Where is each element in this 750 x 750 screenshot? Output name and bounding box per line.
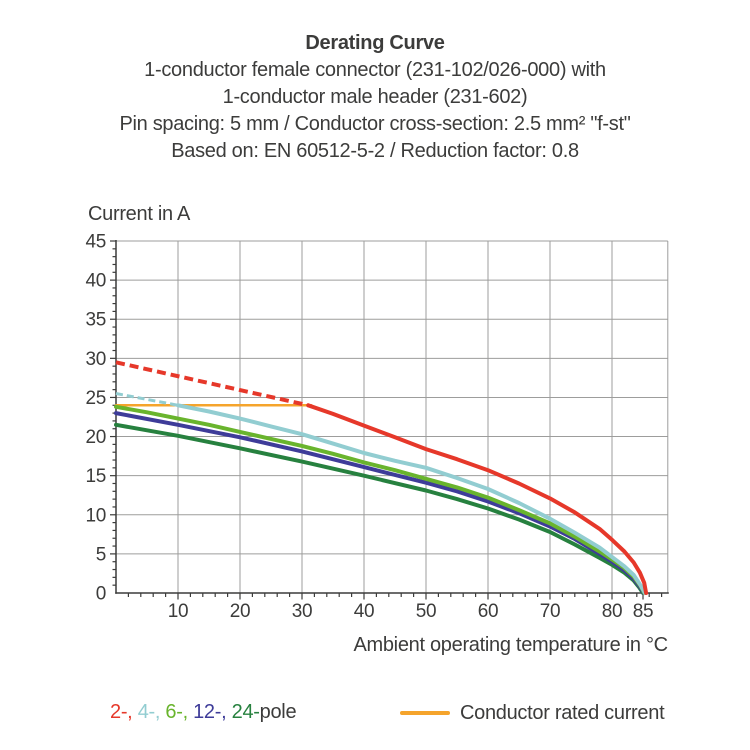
- rated-current-line-swatch: [400, 711, 450, 715]
- axes: [115, 240, 669, 594]
- series-6-pole: [114, 404, 647, 595]
- svg-text:10: 10: [85, 505, 106, 526]
- series-24-pole: [114, 422, 645, 595]
- svg-text:70: 70: [540, 601, 561, 622]
- svg-text:5: 5: [96, 544, 106, 565]
- svg-text:30: 30: [292, 601, 313, 622]
- chart-subtitle-line-2: 1-conductor male header (231-602): [222, 86, 528, 108]
- chart-subtitle-line-4: Based on: EN 60512-5-2 / Reduction facto…: [171, 140, 579, 162]
- svg-text:45: 45: [85, 232, 106, 253]
- svg-text:35: 35: [85, 310, 106, 331]
- chart-subtitle-line-3: Pin spacing: 5 mm / Conductor cross-sect…: [119, 113, 631, 135]
- svg-text:60: 60: [478, 601, 499, 622]
- pole-legend-part-2: 4-,: [137, 701, 166, 723]
- svg-text:50: 50: [416, 601, 437, 622]
- pole-legend-part-6: pole: [259, 701, 297, 723]
- svg-text:40: 40: [85, 271, 106, 292]
- series-2-pole: [306, 403, 649, 595]
- svg-text:40: 40: [354, 601, 375, 622]
- svg-text:20: 20: [85, 427, 106, 448]
- axis-ticks: [110, 240, 663, 600]
- rated-current-legend: Conductor rated current: [400, 699, 665, 727]
- legend: 2-, 4-, 6-, 12-, 24-pole Conductor rated…: [0, 699, 750, 727]
- x-axis-title: Ambient operating temperature in °C: [353, 634, 667, 656]
- pole-legend-part-3: 6-,: [165, 701, 194, 723]
- chart-header: Derating Curve 1-conductor female connec…: [0, 30, 750, 165]
- pole-count-legend: 2-, 4-, 6-, 12-, 24-pole: [110, 701, 297, 724]
- pole-legend-part-5: 24-: [231, 701, 260, 723]
- y-tick-labels: 0 5 10 15 20 25 30 35 40 45: [85, 232, 106, 605]
- series-4-pole: [176, 403, 647, 595]
- y-axis-title: Current in A: [88, 203, 191, 225]
- x-tick-labels: 10 20 30 40 50 60 70 80 85: [168, 601, 654, 622]
- pole-legend-part-4: 12-,: [193, 701, 232, 723]
- svg-text:15: 15: [85, 466, 106, 487]
- svg-text:0: 0: [96, 584, 106, 605]
- pole-legend-part-1: 2-,: [110, 701, 138, 723]
- chart-title: Derating Curve: [305, 32, 445, 54]
- series-4-pole: [115, 392, 179, 407]
- rated-current-label: Conductor rated current: [460, 701, 665, 724]
- svg-text:80: 80: [602, 601, 623, 622]
- chart-subtitle-line-1: 1-conductor female connector (231-102/02…: [144, 59, 606, 81]
- svg-text:10: 10: [168, 601, 189, 622]
- series-2-pole: [115, 360, 309, 408]
- svg-text:85: 85: [633, 601, 654, 622]
- svg-text:25: 25: [85, 388, 106, 409]
- svg-text:20: 20: [230, 601, 251, 622]
- svg-text:30: 30: [85, 349, 106, 370]
